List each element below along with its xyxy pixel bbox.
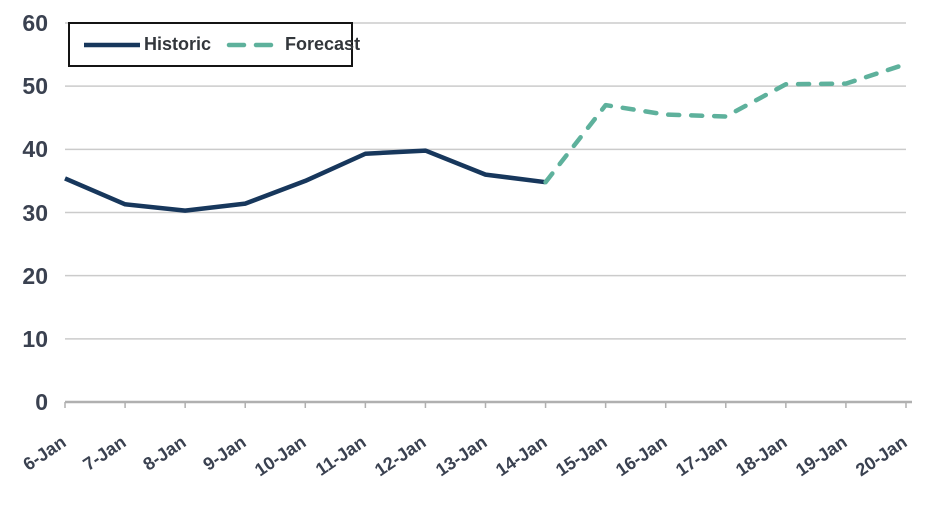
y-axis-tick-label: 60 — [22, 10, 48, 36]
legend-label-historic: Historic — [144, 34, 212, 54]
historic-line-swatch — [84, 42, 140, 47]
y-axis-tick-label: 50 — [22, 73, 48, 100]
series-line-forecast — [543, 61, 909, 185]
y-axis-tick-label: 40 — [22, 136, 48, 163]
forecast-line-swatch — [226, 42, 278, 47]
legend-label-forecast: Forecast — [285, 34, 361, 54]
legend: Historic Forecast — [68, 22, 360, 67]
y-axis-tick-label: 20 — [22, 262, 48, 289]
series-line-historic — [64, 148, 546, 213]
y-axis-tick-label: 0 — [35, 389, 48, 415]
y-axis-tick-label: 10 — [22, 325, 48, 352]
y-axis-tick-label: 30 — [22, 199, 48, 226]
